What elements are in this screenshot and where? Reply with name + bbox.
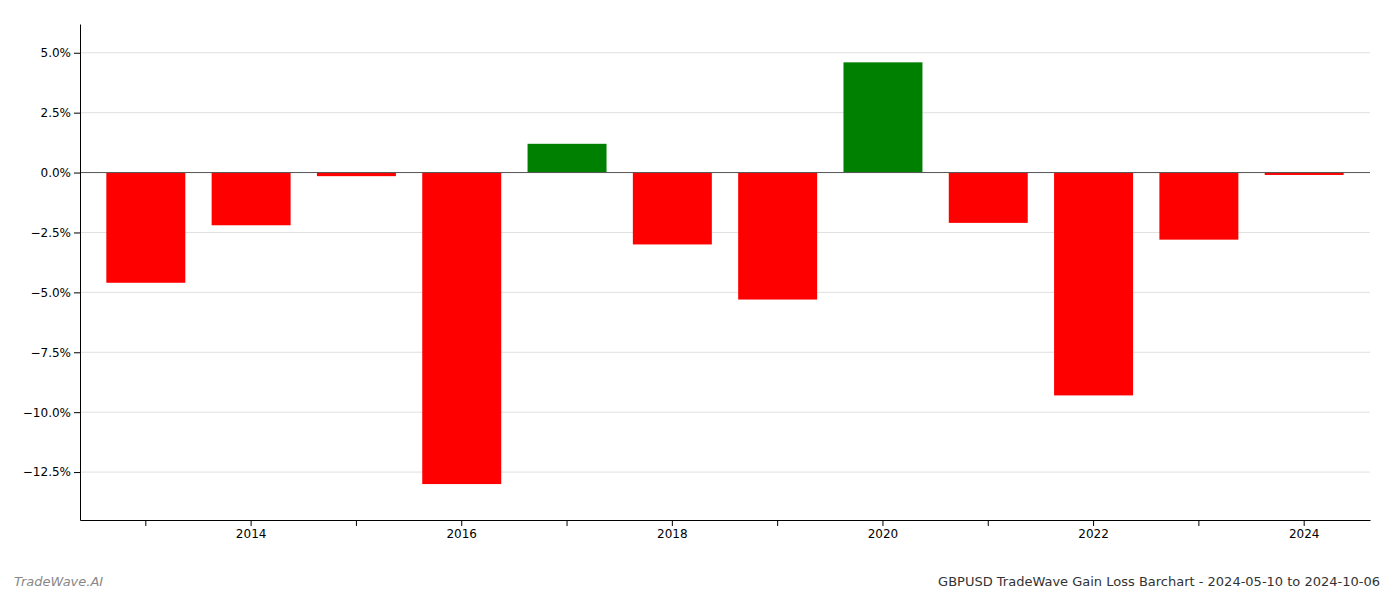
y-axis-line	[80, 25, 81, 521]
bar	[317, 173, 396, 177]
x-tick	[567, 520, 568, 526]
y-tick: 5.0%	[41, 46, 81, 60]
x-tick	[356, 520, 357, 526]
y-tick: 2.5%	[41, 106, 81, 120]
x-tick-mark	[145, 520, 146, 526]
x-tick-mark	[461, 520, 462, 526]
y-tick-mark	[74, 472, 80, 473]
y-tick-mark	[74, 173, 80, 174]
bar	[738, 173, 817, 300]
x-tick-mark	[567, 520, 568, 526]
bar	[949, 173, 1028, 223]
x-tick-label: 2014	[236, 527, 267, 541]
bar	[1159, 173, 1238, 240]
y-tick-mark	[74, 352, 80, 353]
y-tick-label: −12.5%	[23, 465, 71, 479]
y-tick-mark	[74, 412, 80, 413]
watermark: TradeWave.AI	[14, 574, 103, 589]
x-tick-label: 2020	[868, 527, 899, 541]
x-tick-mark	[251, 520, 252, 526]
bar	[843, 62, 922, 172]
y-tick-label: −7.5%	[30, 346, 71, 360]
y-tick: −2.5%	[30, 226, 80, 240]
grid-line	[80, 472, 1370, 473]
y-tick-label: −10.0%	[23, 406, 71, 420]
x-tick-label: 2022	[1078, 527, 1109, 541]
y-tick-mark	[74, 53, 80, 54]
bar	[633, 173, 712, 245]
x-tick	[1198, 520, 1199, 526]
x-tick	[988, 520, 989, 526]
x-tick-mark	[777, 520, 778, 526]
x-tick: 2018	[657, 520, 688, 541]
bar	[422, 173, 501, 484]
x-tick: 2020	[868, 520, 899, 541]
y-tick: −12.5%	[23, 465, 80, 479]
grid-line	[80, 112, 1370, 113]
x-tick	[777, 520, 778, 526]
x-tick-mark	[1198, 520, 1199, 526]
y-tick-label: −5.0%	[30, 286, 71, 300]
x-tick-label: 2018	[657, 527, 688, 541]
x-axis: 2014 2016 2018 2020 2022 2024	[81, 520, 1371, 541]
grid-line	[80, 172, 1370, 173]
x-tick-label: 2024	[1289, 527, 1320, 541]
y-tick: −10.0%	[23, 406, 80, 420]
x-tick-mark	[356, 520, 357, 526]
bar	[212, 173, 291, 226]
y-tick-label: 5.0%	[41, 46, 72, 60]
y-tick-label: 2.5%	[41, 106, 72, 120]
x-tick: 2022	[1078, 520, 1109, 541]
bars	[106, 62, 1343, 484]
bar	[528, 144, 607, 173]
x-tick: 2014	[236, 520, 267, 541]
grid-line	[80, 412, 1370, 413]
y-tick-mark	[74, 113, 80, 114]
y-tick-label: 0.0%	[41, 166, 72, 180]
bar	[106, 173, 185, 283]
x-tick	[145, 520, 146, 526]
x-tick-mark	[1304, 520, 1305, 526]
x-tick-label: 2016	[446, 527, 477, 541]
grid-line	[80, 352, 1370, 353]
bar	[1054, 173, 1133, 396]
plot: 5.0% 2.5% 0.0% −2.5% −5.0% −7.5% −10.0% −12.5% 2…	[23, 25, 1371, 541]
y-tick: 0.0%	[41, 166, 81, 180]
zero-line	[80, 172, 1370, 173]
x-tick-mark	[882, 520, 883, 526]
chart: 5.0% 2.5% 0.0% −2.5% −5.0% −7.5% −10.0% −12.5% 2…	[0, 0, 1400, 600]
x-tick: 2024	[1289, 520, 1320, 541]
grid-line	[80, 52, 1370, 53]
x-tick-mark	[672, 520, 673, 526]
title: GBPUSD TradeWave Gain Loss Barchart - 20…	[938, 574, 1380, 589]
y-tick: −7.5%	[30, 346, 80, 360]
grid	[80, 53, 1370, 472]
y-tick-label: −2.5%	[30, 226, 71, 240]
grid-line	[80, 292, 1370, 293]
x-axis-line	[81, 520, 1371, 521]
y-tick-mark	[74, 292, 80, 293]
y-axis: 5.0% 2.5% 0.0% −2.5% −5.0% −7.5% −10.0% −12.5%	[23, 25, 81, 521]
x-tick-mark	[1093, 520, 1094, 526]
x-tick: 2016	[446, 520, 477, 541]
x-tick-mark	[988, 520, 989, 526]
y-tick: −5.0%	[30, 286, 80, 300]
y-tick-mark	[74, 232, 80, 233]
